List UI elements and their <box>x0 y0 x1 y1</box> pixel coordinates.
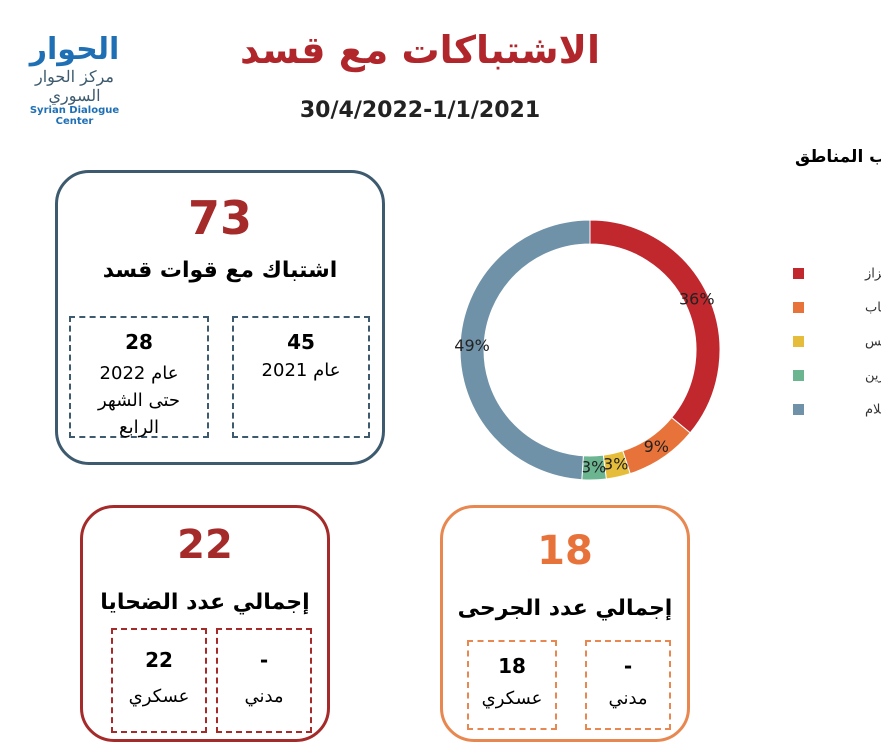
sub-label: عام 2022 حتى الشهر الرابع <box>97 363 181 438</box>
legend-swatch <box>793 370 804 381</box>
sub-box: - مدني <box>216 628 312 733</box>
sub-box: - مدني <box>585 640 671 730</box>
sub-value: 45 <box>287 330 315 354</box>
casualties-card: 22 إجمالي عدد الضحايا - مدني 22 عسكري <box>80 505 330 742</box>
sub-value: 18 <box>498 654 526 678</box>
donut-slice <box>589 219 721 434</box>
card-label: إجمالي عدد الضحايا <box>100 590 310 615</box>
legend-label: نبع السلام <box>865 403 881 418</box>
value-label: 9% <box>644 437 669 456</box>
card-label: اشتباك مع قوات قسد <box>102 258 338 283</box>
title: الاشتباكات مع قسد <box>240 28 600 72</box>
value-label: 3% <box>581 457 606 476</box>
sub-box: 22 عسكري <box>111 628 207 733</box>
sub-label: عسكري <box>128 686 190 707</box>
chart-title: توزع الاشتباكات مع قسد حسب المناطق <box>795 147 881 167</box>
wounded-card: 18 إجمالي عدد الجرحى - مدني 18 عسكري <box>440 505 690 742</box>
date-range: 30/4/2022-1/1/2021 <box>299 98 541 123</box>
card-total: 73 <box>187 191 252 245</box>
donut-slice <box>459 219 591 481</box>
legend-label: الباب <box>865 301 881 316</box>
sub-value: - <box>259 648 269 672</box>
sub-label: مدني <box>244 686 284 707</box>
legend-swatch <box>793 302 804 313</box>
sub-value: 28 <box>125 330 153 354</box>
legend-label: اعزاز <box>864 267 881 282</box>
legend-label: عفرين <box>865 369 881 384</box>
value-label: 3% <box>603 455 628 474</box>
legend-label: جرابلس <box>865 335 881 350</box>
legend-swatch <box>793 404 804 415</box>
logo-text: الحوار <box>29 32 120 67</box>
logo-org-en: Syrian Dialogue Center <box>29 105 120 127</box>
card-label: إجمالي عدد الجرحى <box>457 596 673 621</box>
sub-box: 45 عام 2021 <box>232 316 370 438</box>
sub-label: عسكري <box>481 688 543 709</box>
sub-label: عام 2021 <box>261 360 341 381</box>
clashes-card: 73 اشتباك مع قوات قسد 45 عام 2021 28 عام… <box>55 170 385 465</box>
sub-value: 22 <box>145 648 173 672</box>
sub-value: - <box>623 654 633 678</box>
sub-box: 28 عام 2022 حتى الشهر الرابع <box>69 316 209 438</box>
card-total: 22 <box>177 522 233 568</box>
logo-org-ar: مركز الحوار السوري <box>34 67 114 105</box>
chart: توزع الاشتباكات مع قسد حسب المناطق 36% اع… <box>454 147 881 481</box>
legend-swatch <box>793 336 804 347</box>
legend-swatch <box>793 268 804 279</box>
logo: الحوار مركز الحوار السوري Syrian Dialogu… <box>12 32 137 127</box>
sub-box: 18 عسكري <box>467 640 557 730</box>
value-label: 49% <box>454 336 490 355</box>
sub-label: مدني <box>608 688 648 709</box>
value-label: 36% <box>679 289 715 308</box>
card-total: 18 <box>537 528 593 574</box>
